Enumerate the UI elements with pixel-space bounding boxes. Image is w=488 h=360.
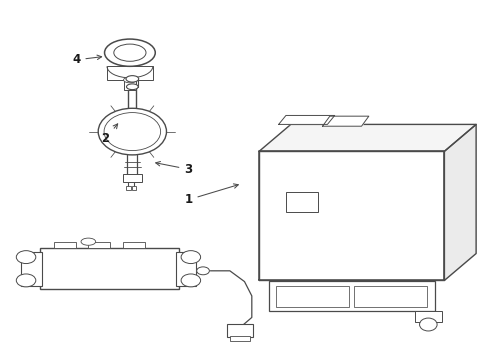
Ellipse shape [16, 274, 36, 287]
Text: 3: 3 [155, 162, 192, 176]
Text: 1: 1 [184, 184, 238, 206]
Bar [276, 286, 348, 307]
Bar [285, 193, 317, 212]
Text: 4: 4 [72, 53, 102, 66]
Ellipse shape [181, 274, 200, 287]
Polygon shape [259, 151, 444, 280]
Ellipse shape [126, 76, 139, 82]
Polygon shape [444, 125, 475, 280]
Bar [122, 174, 142, 182]
Ellipse shape [81, 238, 96, 245]
Bar [132, 186, 136, 190]
Bar [107, 66, 153, 80]
Ellipse shape [16, 251, 36, 264]
Ellipse shape [196, 267, 209, 275]
Ellipse shape [123, 77, 136, 83]
Ellipse shape [181, 251, 200, 264]
Bar [122, 242, 144, 248]
Ellipse shape [98, 108, 166, 155]
Polygon shape [259, 125, 475, 151]
Text: 2: 2 [102, 124, 118, 145]
Bar [54, 242, 76, 248]
Bar [124, 79, 136, 90]
Bar [176, 252, 195, 286]
Polygon shape [278, 116, 334, 125]
Ellipse shape [104, 39, 155, 66]
Ellipse shape [419, 318, 436, 331]
Polygon shape [322, 116, 368, 126]
Bar [40, 248, 178, 289]
Bar [88, 242, 110, 248]
Bar [353, 286, 427, 307]
Bar [268, 282, 434, 311]
Bar [414, 311, 441, 321]
Bar [21, 252, 41, 286]
Bar [126, 186, 131, 190]
Bar [227, 324, 252, 337]
Ellipse shape [126, 84, 138, 90]
Bar [229, 337, 250, 342]
